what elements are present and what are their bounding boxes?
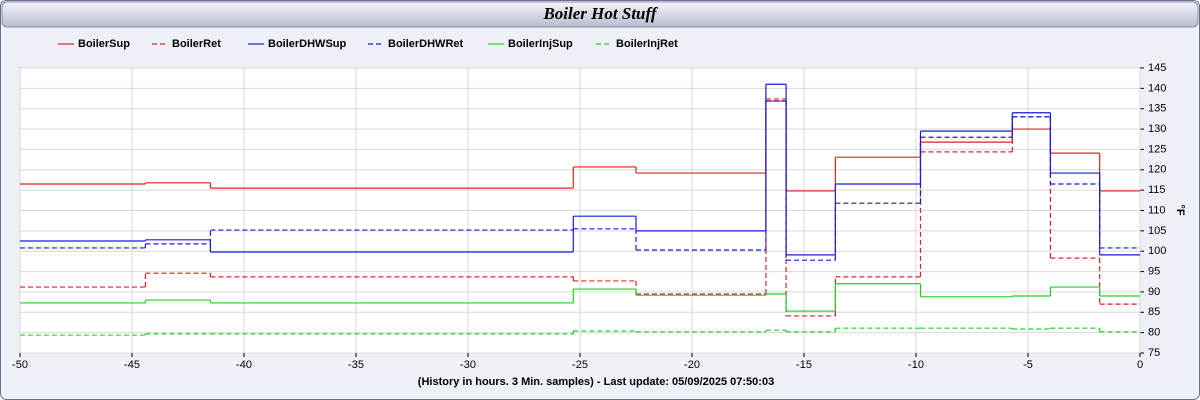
x-tick-label: -50 — [12, 359, 28, 371]
y-tick-label: 80 — [1148, 327, 1160, 339]
x-tick-label: -35 — [348, 359, 364, 371]
y-tick-label: 130 — [1148, 123, 1166, 135]
x-tick-label: -30 — [460, 359, 476, 371]
x-tick-label: 0 — [1137, 359, 1143, 371]
y-axis-label: °F — [1174, 204, 1186, 215]
x-tick-label: -25 — [572, 359, 588, 371]
y-tick-label: 95 — [1148, 265, 1160, 277]
y-tick-label: 105 — [1148, 225, 1166, 237]
x-tick-label: -20 — [684, 359, 700, 371]
x-tick-label: -10 — [908, 359, 924, 371]
legend-label: BoilerDHWSup — [268, 38, 347, 50]
y-tick-label: 140 — [1148, 82, 1166, 94]
legend-label: BoilerRet — [172, 38, 221, 50]
title-bar — [1, 1, 1199, 28]
y-tick-label: 145 — [1148, 62, 1166, 74]
legend-label: BoilerSup — [78, 38, 130, 50]
x-axis-label: (History in hours. 3 Min. samples) - Las… — [418, 376, 774, 388]
y-tick-label: 110 — [1148, 204, 1166, 216]
legend-label: BoilerInjRet — [616, 38, 678, 50]
chart-title: Boiler Hot Stuff — [542, 4, 658, 23]
y-tick-label: 75 — [1148, 347, 1160, 359]
x-tick-label: -15 — [796, 359, 812, 371]
y-tick-label: 125 — [1148, 143, 1166, 155]
x-tick-label: -5 — [1023, 359, 1033, 371]
y-tick-label: 85 — [1148, 306, 1160, 318]
y-tick-label: 120 — [1148, 164, 1166, 176]
y-tick-label: 135 — [1148, 103, 1166, 115]
y-tick-label: 115 — [1148, 184, 1166, 196]
legend-label: BoilerDHWRet — [388, 38, 464, 50]
legend-label: BoilerInjSup — [508, 38, 573, 50]
y-tick-label: 100 — [1148, 245, 1166, 257]
x-tick-label: -45 — [124, 359, 140, 371]
x-tick-label: -40 — [236, 359, 252, 371]
y-tick-label: 90 — [1148, 286, 1160, 298]
